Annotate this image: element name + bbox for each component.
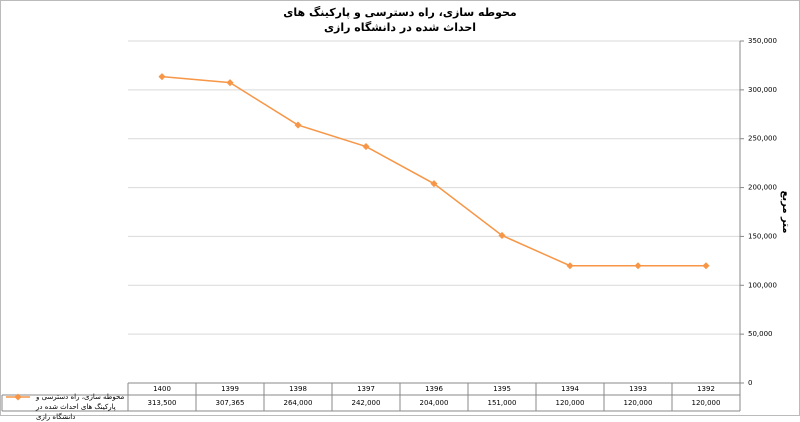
- legend-marker: [14, 393, 22, 401]
- y-tick-label: 150,000: [748, 232, 777, 240]
- x-tick-label: 1394: [561, 385, 579, 393]
- table-value: 264,000: [284, 399, 313, 407]
- point-marker: [226, 79, 234, 87]
- chart-title: محوطه سازی، راه دسترسی و پارکینگ های: [283, 5, 516, 19]
- table-value: 242,000: [352, 399, 381, 407]
- y-tick-label: 100,000: [748, 281, 777, 289]
- point-marker: [158, 73, 166, 81]
- x-tick-label: 1392: [697, 385, 715, 393]
- x-tick-label: 1399: [221, 385, 239, 393]
- point-marker: [294, 121, 302, 129]
- x-tick-label: 1400: [153, 385, 171, 393]
- table-value: 120,000: [692, 399, 721, 407]
- table-value: 307,365: [216, 399, 245, 407]
- table-value: 313,500: [148, 399, 177, 407]
- x-tick-label: 1396: [425, 385, 443, 393]
- point-marker: [498, 231, 506, 239]
- y-tick-label: 300,000: [748, 86, 777, 94]
- point-marker: [362, 142, 370, 151]
- y-tick-label: 250,000: [748, 135, 777, 143]
- y-tick-label: 50,000: [748, 330, 773, 338]
- table-value: 151,000: [488, 399, 517, 407]
- y-tick-label: 350,000: [748, 37, 777, 45]
- legend-label: محوطه سازی، راه دسترسی و پارکینگ های احد…: [36, 393, 125, 421]
- x-tick-label: 1395: [493, 385, 511, 393]
- y-axis-label: متر مربع: [780, 191, 791, 234]
- x-tick-label: 1393: [629, 385, 647, 393]
- point-marker: [430, 180, 438, 188]
- table-value: 120,000: [556, 399, 585, 407]
- point-marker: [566, 262, 574, 270]
- point-marker: [702, 262, 710, 270]
- x-tick-label: 1397: [357, 385, 375, 393]
- point-marker: [634, 262, 642, 270]
- y-tick-label: 0: [748, 379, 752, 387]
- chart-title: احداث شده در دانشگاه رازی: [324, 21, 476, 34]
- table-value: 204,000: [420, 399, 449, 407]
- x-tick-label: 1398: [289, 385, 307, 393]
- y-tick-label: 200,000: [748, 184, 777, 192]
- table-value: 120,000: [624, 399, 653, 407]
